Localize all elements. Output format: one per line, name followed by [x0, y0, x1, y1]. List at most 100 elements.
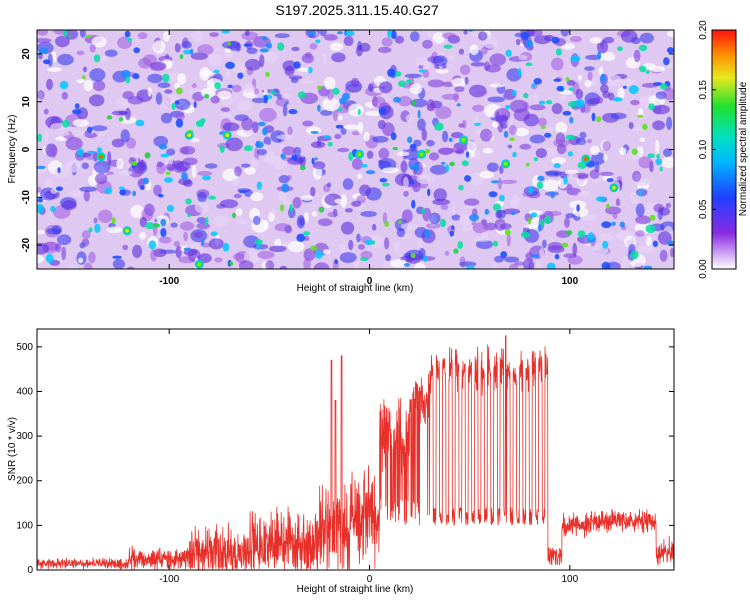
spectrogram-spot	[546, 262, 556, 269]
spectrogram-spot	[566, 230, 573, 236]
spectrogram-cell	[126, 266, 135, 269]
spectrogram-spot	[464, 175, 472, 182]
spectrogram-spot	[187, 213, 191, 218]
spectrogram-cell	[47, 67, 62, 72]
y-tick-label: 300	[16, 431, 33, 442]
spectrogram-cell	[82, 66, 88, 73]
spectrogram-spot	[596, 196, 606, 202]
spectrogram-spot	[553, 78, 561, 82]
spectrogram-spot	[288, 109, 298, 115]
spectrogram-cell	[268, 211, 275, 222]
spectrogram-cell	[274, 238, 282, 248]
spectrogram-spot	[530, 212, 538, 218]
spectrogram-cell	[384, 237, 390, 250]
spectrogram-spot	[656, 154, 661, 159]
spectrogram-cell	[183, 231, 188, 242]
spectrogram-cell	[238, 260, 254, 269]
spectrogram-hotspot	[357, 152, 362, 157]
spectrogram-spot	[565, 134, 576, 140]
spectrogram-cell	[116, 158, 124, 170]
spectrogram-cell	[191, 83, 197, 88]
spectrogram-spot	[577, 161, 587, 169]
spectrogram-cell	[584, 79, 592, 88]
spectrogram-spot	[243, 43, 252, 47]
spectrogram-y-axis: -20 -10 0 10 20	[21, 48, 674, 252]
spectrogram-spot	[492, 203, 501, 212]
spectrogram-spot	[544, 132, 552, 138]
snr-x-axis: -100 0 100	[159, 329, 579, 585]
spectrogram-cell	[370, 234, 384, 249]
spectrogram-cell	[551, 103, 563, 115]
spectrogram-cell	[89, 94, 105, 107]
spectrogram-cell	[539, 248, 545, 260]
spectrogram-spot	[524, 39, 534, 48]
spectrogram-spot	[183, 247, 191, 251]
spectrogram-cell	[125, 107, 131, 121]
spectrogram-spot	[323, 135, 331, 139]
spectrogram-cell	[401, 209, 413, 223]
spectrogram-cell	[555, 121, 568, 135]
spectrogram-spot	[337, 31, 343, 35]
spectrogram-cell	[241, 117, 254, 131]
spectrogram-spot	[365, 170, 376, 175]
spectrogram-spot	[492, 240, 499, 247]
spectrogram-spot	[237, 72, 244, 79]
spectrogram-spot	[279, 204, 285, 212]
spectrogram-cell	[302, 120, 314, 127]
spectrogram-spot	[441, 161, 446, 165]
spectrogram-cell	[340, 127, 347, 135]
spectrogram-cell	[76, 50, 85, 56]
spectrogram-cell	[459, 261, 477, 267]
spectrogram-cell	[357, 173, 363, 180]
spectrogram-cell	[92, 80, 106, 92]
spectrogram-cell	[81, 230, 91, 240]
spectrogram-spot	[525, 62, 533, 67]
spectrogram-spot	[200, 118, 206, 123]
spectrogram-cell	[368, 83, 373, 92]
y-tick-label: 100	[16, 520, 33, 531]
spectrogram-cell	[632, 126, 645, 132]
spectrogram-spot	[262, 127, 268, 136]
spectrogram-cell	[61, 246, 66, 261]
spectrogram-spot	[104, 187, 113, 195]
spectrogram-cell	[405, 114, 414, 122]
spectrogram-cell	[241, 163, 251, 168]
spectrogram-cell	[343, 35, 354, 47]
spectrogram-cell	[156, 161, 164, 168]
spectrogram-spot	[540, 125, 546, 129]
spectrogram-cell	[504, 256, 520, 263]
spectrogram-cell	[89, 68, 106, 82]
x-tick-label: -100	[159, 276, 179, 287]
spectrogram-spot	[181, 172, 188, 181]
spectrogram-spot	[360, 164, 368, 168]
spectrogram-cell	[622, 78, 636, 87]
spectrogram-cell	[489, 53, 507, 66]
spectrogram-cell	[596, 40, 609, 54]
spectrogram-cell	[37, 30, 48, 36]
spectrogram-cell	[316, 139, 322, 147]
spectrogram-cell	[494, 108, 511, 122]
spectrogram-spot	[561, 242, 569, 248]
spectrogram-spot	[505, 104, 511, 110]
spectrogram-cell	[433, 188, 447, 202]
spectrogram-spot	[628, 85, 639, 94]
spectrogram-spot	[205, 217, 209, 226]
spectrogram-spot	[285, 101, 289, 105]
spectrogram-cell	[88, 174, 98, 186]
spectrogram-cell	[312, 165, 323, 180]
spectrogram-cell	[107, 151, 112, 165]
spectrogram-cell	[282, 198, 291, 206]
spectrogram-spot	[553, 163, 561, 169]
spectrogram-cell	[213, 215, 228, 228]
spectrogram-spot	[415, 163, 420, 172]
spectrogram-cell	[197, 44, 214, 56]
figure-title: S197.2025.311.15.40.G27	[275, 2, 438, 18]
spectrogram-cell	[442, 130, 449, 143]
spectrogram-spot	[424, 229, 431, 239]
spectrogram-spot	[652, 82, 663, 86]
spectrogram-spot	[410, 252, 416, 259]
snr-x-label: Height of straight line (km)	[297, 584, 414, 595]
spectrogram-cell	[444, 251, 450, 256]
spectrogram-cell	[234, 166, 242, 177]
